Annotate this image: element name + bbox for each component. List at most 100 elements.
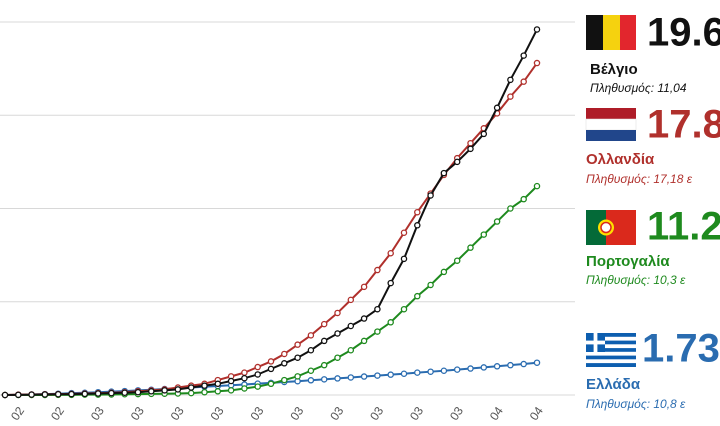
x-tick-label: 03 xyxy=(367,404,386,423)
point xyxy=(520,78,527,85)
point xyxy=(427,281,434,289)
population: Πληθυσμός: 10,8 ε xyxy=(586,397,686,411)
point xyxy=(387,319,394,326)
point xyxy=(360,283,368,291)
point xyxy=(493,104,501,112)
country-name: Βέλγιο xyxy=(590,61,638,78)
x-tick-label: 03 xyxy=(208,404,227,423)
point xyxy=(320,361,328,369)
point xyxy=(400,305,408,313)
point xyxy=(440,268,448,276)
point xyxy=(480,364,488,371)
point xyxy=(307,367,315,375)
point xyxy=(360,373,368,380)
plot-area: 02 02 03 03 03 03 03 03 03 03 03 03 04 04 xyxy=(0,21,575,423)
point xyxy=(334,354,341,361)
country-name: Ελλάδα xyxy=(586,376,641,393)
population: Πληθυσμός: 17,18 ε xyxy=(586,172,693,186)
point xyxy=(360,315,368,322)
point xyxy=(267,358,275,365)
point xyxy=(267,365,275,373)
population: Πληθυσμός: 11,04 xyxy=(590,81,687,95)
country-name: Ολλανδία xyxy=(586,151,655,168)
x-tick-label: 03 xyxy=(247,404,266,423)
point xyxy=(121,389,128,397)
x-tick-label: 03 xyxy=(168,404,187,423)
point xyxy=(400,229,408,236)
point xyxy=(334,375,341,382)
point xyxy=(480,130,488,138)
latest-value: 19.6 xyxy=(647,11,720,55)
point xyxy=(68,390,75,398)
point xyxy=(81,390,89,398)
point xyxy=(148,388,155,395)
point xyxy=(334,309,341,317)
point xyxy=(387,371,394,378)
point xyxy=(493,363,501,370)
x-tick-label: 04 xyxy=(527,404,546,423)
x-tick-label: 03 xyxy=(88,404,107,423)
point xyxy=(134,388,142,396)
point xyxy=(227,377,235,385)
point xyxy=(427,368,434,375)
point xyxy=(267,380,275,388)
point xyxy=(254,383,261,390)
point xyxy=(201,388,208,396)
population: Πληθυσμός: 10,3 ε xyxy=(586,273,686,287)
point xyxy=(453,158,461,166)
point xyxy=(307,332,315,339)
point xyxy=(440,169,448,177)
flag-portugal xyxy=(586,210,636,245)
point xyxy=(307,377,315,384)
point xyxy=(414,208,421,216)
point xyxy=(347,346,355,354)
point xyxy=(15,391,22,399)
point xyxy=(533,59,541,67)
flag-belgium xyxy=(586,15,636,50)
point xyxy=(254,363,261,371)
point xyxy=(400,255,408,263)
country-name: Πορτογαλία xyxy=(586,253,670,270)
point xyxy=(334,330,341,337)
point xyxy=(161,387,168,394)
x-tick-label: 03 xyxy=(447,404,466,423)
point xyxy=(507,205,514,212)
point xyxy=(374,266,381,274)
point xyxy=(41,391,49,398)
point xyxy=(54,391,62,398)
point xyxy=(480,231,488,238)
point xyxy=(520,195,527,203)
point xyxy=(507,93,514,100)
point xyxy=(320,337,328,345)
point xyxy=(347,296,355,304)
point xyxy=(387,279,394,287)
point xyxy=(493,218,501,225)
point xyxy=(94,390,102,397)
point xyxy=(400,370,408,377)
latest-value: 1.73 xyxy=(642,327,720,371)
point xyxy=(453,257,461,264)
point xyxy=(533,26,541,33)
point xyxy=(533,359,541,366)
point xyxy=(427,192,434,199)
point xyxy=(214,380,222,388)
point xyxy=(241,385,248,392)
point xyxy=(507,361,514,369)
point xyxy=(201,382,208,389)
point xyxy=(307,346,315,354)
point xyxy=(360,337,368,345)
x-tick-label: 04 xyxy=(487,404,506,423)
point xyxy=(414,222,421,229)
point xyxy=(467,139,474,147)
point xyxy=(414,292,421,300)
point xyxy=(241,374,248,382)
point xyxy=(520,360,527,368)
x-tick-label: 02 xyxy=(8,404,27,423)
x-tick-label: 03 xyxy=(128,404,147,423)
point xyxy=(347,374,355,381)
point xyxy=(174,386,182,393)
point xyxy=(294,341,301,348)
point xyxy=(374,328,381,335)
point xyxy=(467,145,474,153)
